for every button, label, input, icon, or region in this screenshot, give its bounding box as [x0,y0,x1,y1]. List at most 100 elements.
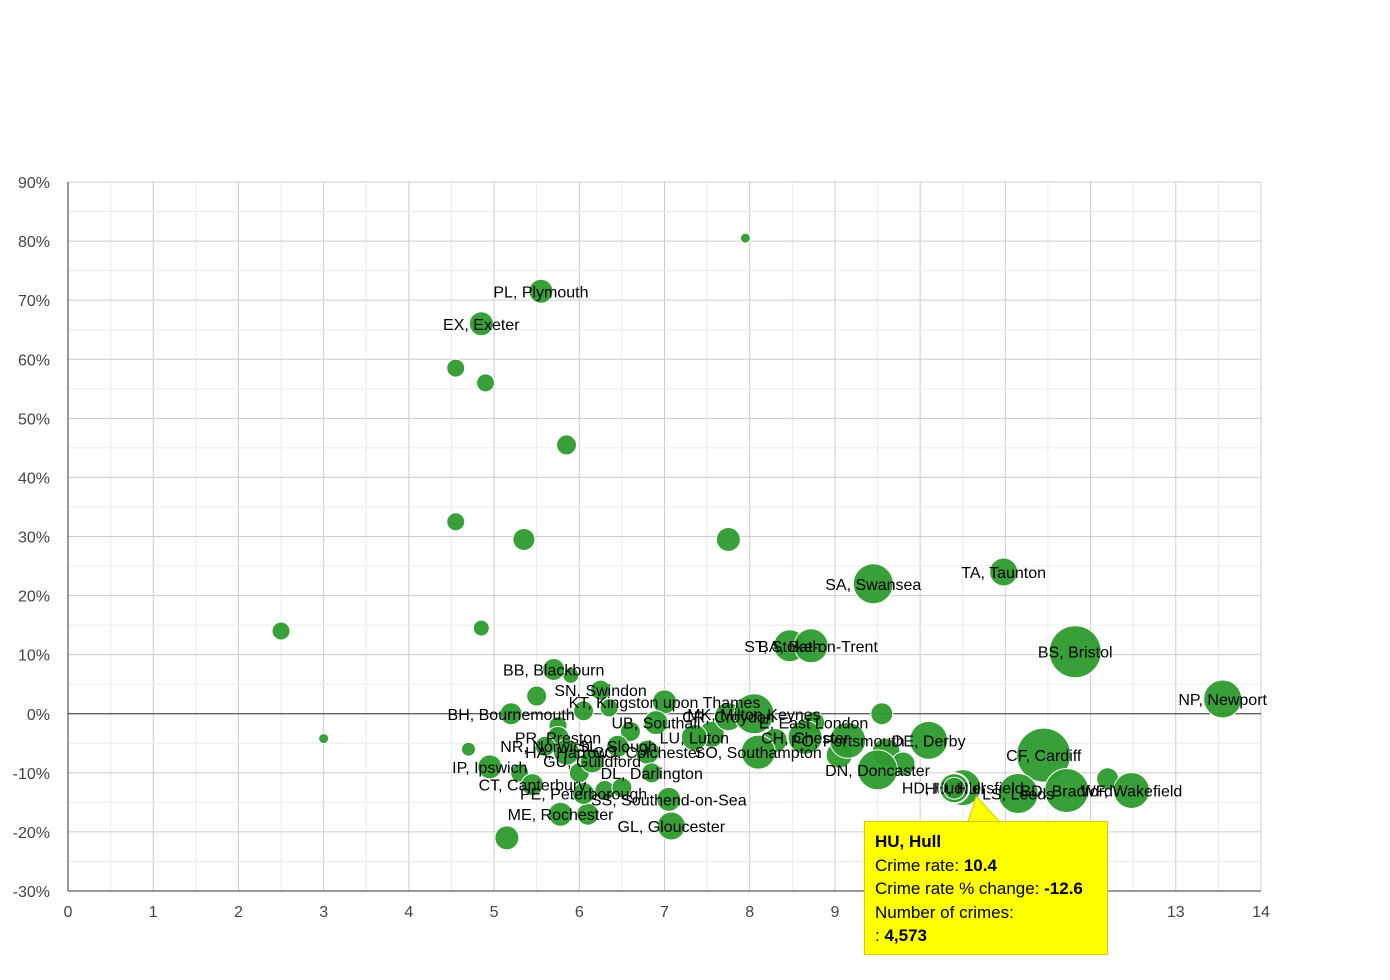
y-tick-label: 30% [18,530,50,547]
bubble [1048,625,1102,679]
bubble-label: EX, Exeter [443,317,520,334]
y-tick-label: -30% [13,884,50,901]
y-tick-label: 70% [18,293,50,310]
bubble [534,735,556,757]
tooltip-count-prefix: : [875,926,880,945]
y-tick-label: 40% [18,470,50,487]
bubble [271,621,291,641]
bubble [989,557,1019,587]
y-tick-label: 20% [18,589,50,606]
bubble-label: HD, Huddersfield [902,781,1024,798]
bubble [526,685,548,707]
bubble-label: DE, Derby [892,733,966,750]
bubble [472,619,490,637]
bubble [572,782,596,806]
tooltip-rate-label: Crime rate: [875,855,960,875]
bubble [599,698,619,718]
bubble-label: KT, Kingston upon Thames [569,695,761,712]
tooltip-count-value: 4,573 [884,926,928,945]
bubble [852,563,894,605]
bubble-label: CT, Canterbury [479,778,587,795]
bubble-label: CH, Chester [761,730,850,747]
x-tick-label: 8 [745,904,754,921]
x-tick-label: 0 [64,904,73,921]
bubble-label: BS, Bristol [1038,645,1113,662]
bubble-label: PL, Plymouth [493,284,588,301]
bubble-label: BA, Bath [758,639,821,656]
y-tick-label: 60% [18,352,50,369]
bubble [909,720,949,760]
bubble [542,657,566,681]
bubble [494,825,520,851]
bubble [468,311,494,337]
y-tick-label: 50% [18,411,50,428]
bubble [793,628,829,664]
bubble-label: DL, Darlington [601,766,703,783]
tooltip-rate-value: 10.4 [963,855,997,875]
highlight-ring [938,772,971,805]
bubble [787,719,823,755]
bubble [619,720,641,742]
y-tick-label: 0% [27,707,50,724]
x-tick-label: 14 [1252,904,1270,921]
bubble-label: HA, Harrow [525,745,608,762]
bubble [829,721,867,759]
bubble-label: BH, Bournemouth [448,707,575,724]
bubble [643,710,669,736]
bubble [656,811,686,841]
bubble [477,754,503,780]
tooltip-pointer [938,772,1002,823]
bubble [1016,727,1072,783]
bubble [318,733,330,745]
bubble [476,373,496,393]
x-tick-label: 6 [575,904,584,921]
bubble-label: TA, Taunton [961,565,1046,582]
x-tick-label: 7 [660,904,669,921]
bubble [739,232,751,244]
bubble [556,434,578,456]
bubble-label: BB, Blackburn [503,662,604,679]
bubble-label: CF, Cardiff [1006,748,1082,765]
bubble-label: PE, Peterborough [520,787,647,804]
bubble-label: NP, Newport [1178,692,1267,709]
x-tick-label: 9 [830,904,839,921]
bubble-label: SS, Southend-on-Sea [591,792,747,809]
bubble-label: UB, Southall [612,716,701,733]
bubble-label: LU, Luton [660,730,729,747]
bubble [528,278,554,304]
bubble [590,679,612,701]
bubble-label: SA, Swansea [825,577,921,594]
bubble [680,723,708,751]
bubble-label: GU, Guildford [543,754,641,771]
bubble-label: CO, Colchester [593,745,703,762]
y-tick-label: 90% [18,175,50,192]
bubble-label: SN, Swindon [554,683,647,700]
bubble [641,762,663,784]
bubble-label: HU, Hull [924,781,984,798]
bubble-label: PO, Portsmouth [791,733,905,750]
bubble [606,734,630,758]
bubble [733,693,775,735]
bubble [446,358,466,378]
highlight-inner-ring [942,776,966,800]
tooltip-change-label: Crime rate % change: [875,879,1040,898]
bubble [1112,772,1150,810]
bubble [579,748,605,774]
tooltip-title: HU, Hull [875,832,942,851]
bubble-label: SL, Slough [578,739,656,756]
bubble [1044,768,1090,814]
bubble [499,702,523,726]
bubble-label: WF, Wakefield [1081,784,1183,801]
bubble [715,526,741,552]
bubble-label: ME, Rochester [508,807,614,824]
bubble-label: LS, Leeds [982,787,1054,804]
bubble-label: BD, Bradford [1020,784,1112,801]
bubble [611,777,633,799]
bubble [573,700,595,722]
x-tick-label: 13 [1167,904,1185,921]
y-tick-label: 10% [18,648,50,665]
bubble [548,801,574,827]
bubble-label: CR, Croydon [682,710,774,727]
bubble-label: IP, Ipswich [452,760,527,777]
